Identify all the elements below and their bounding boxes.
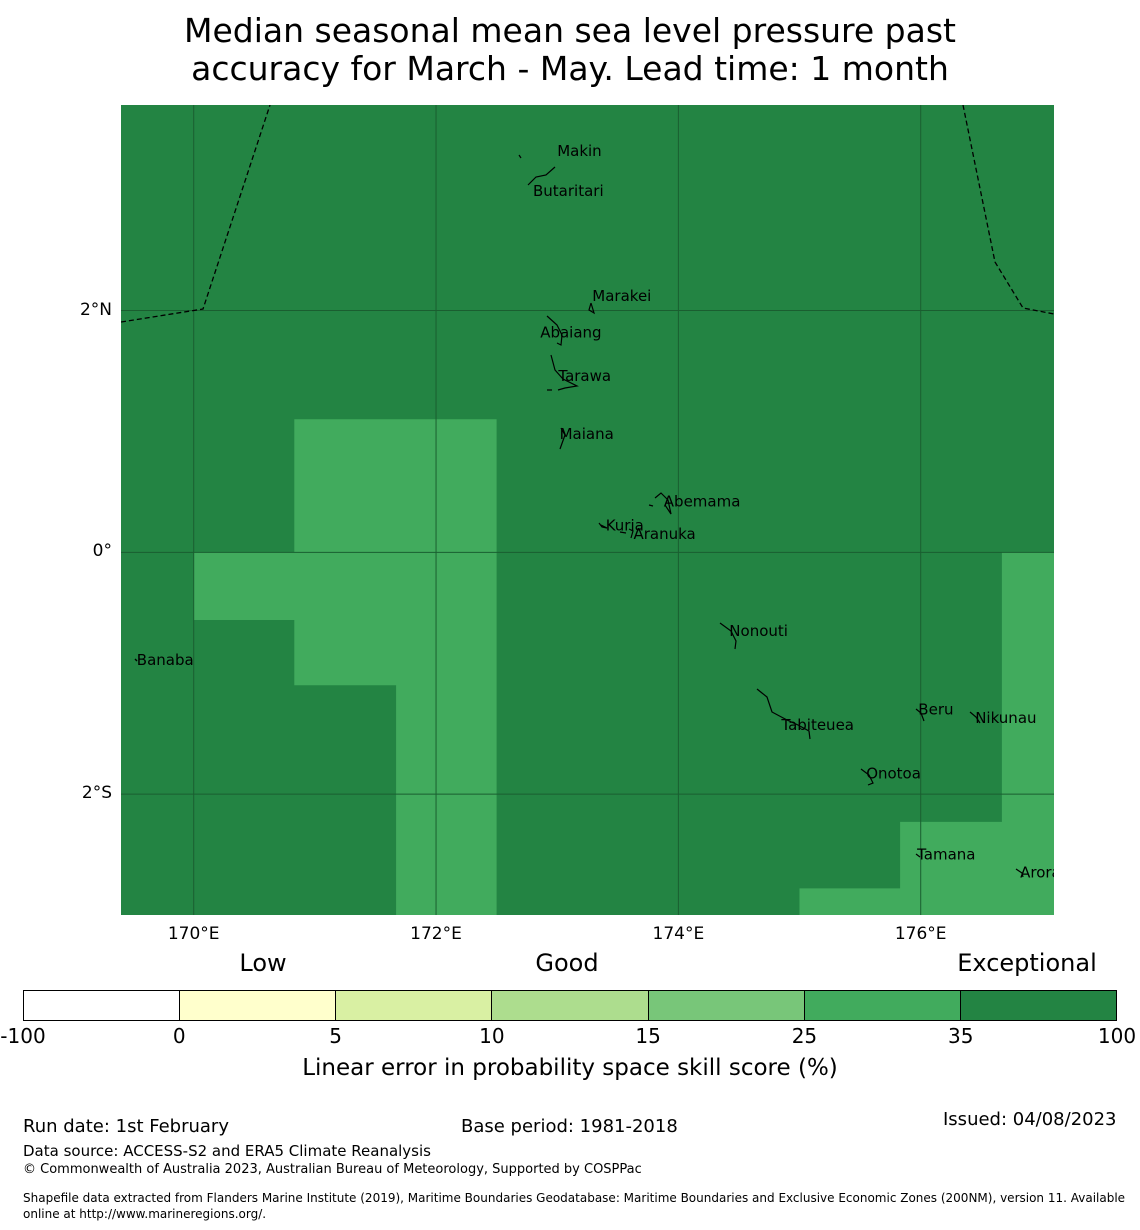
- island-kuria-outline: [598, 522, 608, 529]
- place-labels: Makin Butaritari Marakei Abaiang Tarawa Maian…: [137, 142, 1054, 882]
- island-abemama-outline: [654, 492, 672, 515]
- place-label-aranuka: Aranuka: [634, 525, 696, 543]
- place-label-nonouti: Nonouti: [729, 622, 788, 640]
- place-label-arorae: Arorae: [1020, 864, 1054, 882]
- base-period: Base period: 1981-2018: [461, 1116, 678, 1137]
- place-label-tamana: Tamana: [916, 846, 975, 864]
- place-label-onotoa: Onotoa: [866, 765, 921, 783]
- longitude-label: 176°E: [894, 924, 947, 944]
- legend-category-exceptional: Exceptional: [957, 949, 1097, 977]
- longitude-label: 172°E: [410, 924, 462, 944]
- colorbar-tick-label: 35: [947, 1024, 974, 1048]
- colorbar-label: Linear error in probability space skill …: [302, 1055, 838, 1081]
- colorbar-segment-6: [960, 991, 1116, 1020]
- place-label-marakei: Marakei: [592, 287, 651, 305]
- copyright: © Commonwealth of Australia 2023, Austra…: [23, 1162, 642, 1177]
- colorbar: [23, 990, 1117, 1021]
- place-label-butaritari: Butaritari: [533, 182, 604, 200]
- island-abaiang-outline: [546, 315, 563, 346]
- gridlines: [121, 105, 1054, 915]
- island-nikunau-outline: [969, 711, 981, 724]
- latitude-label: 0°: [92, 541, 112, 562]
- island-outlines: [134, 154, 1024, 878]
- island-abemama-islet: [648, 504, 654, 507]
- colorbar-segment-5: [804, 991, 961, 1020]
- place-label-maiana: Maiana: [560, 425, 614, 443]
- map-canvas: Makin Butaritari Marakei Abaiang Tarawa Maian…: [121, 105, 1054, 915]
- legend-category-low: Low: [239, 949, 287, 977]
- latitude-label: 2°S: [81, 783, 112, 804]
- map-title-line-1: Median seasonal mean sea level pressure …: [184, 11, 956, 50]
- colorbar-tick-label: 5: [329, 1024, 342, 1048]
- place-label-makin: Makin: [557, 142, 602, 160]
- colorbar-segment-1: [180, 991, 337, 1020]
- island-arorae-outline: [1015, 868, 1024, 878]
- colorbar-tick-label: 0: [172, 1024, 186, 1048]
- island-tarawa-outline: [550, 354, 579, 391]
- latitude-label: 2°N: [79, 299, 112, 320]
- skill-regions: [193, 419, 1054, 915]
- eez-boundary-west: [121, 105, 271, 323]
- island-banaba-outline: [134, 658, 138, 662]
- skill-score-map: Makin Butaritari Marakei Abaiang Tarawa Maian…: [121, 105, 1054, 915]
- island-makin-outline: [518, 154, 522, 159]
- place-label-nikunau: Nikunau: [975, 709, 1036, 727]
- colorbar-segment-0: [24, 991, 181, 1020]
- place-label-banaba: Banaba: [137, 651, 194, 669]
- colorbar-tick-label: 10: [479, 1024, 505, 1048]
- colorbar-segment-3: [492, 991, 649, 1020]
- run-date: Run date: 1st February: [23, 1116, 229, 1137]
- map-title-line-2: accuracy for March - May. Lead time: 1 m…: [191, 49, 949, 88]
- shapefile-credit-line-1: Shapefile data extracted from Flanders M…: [23, 1191, 1126, 1205]
- colorbar-segment-2: [336, 991, 493, 1020]
- legend-category-good: Good: [535, 949, 599, 977]
- maritime-boundaries: [121, 105, 1054, 323]
- colorbar-tick-label: 15: [635, 1024, 661, 1048]
- skill-region-25-35-1: [799, 552, 1054, 915]
- place-label-tabiteuea: Tabiteuea: [780, 716, 854, 734]
- island-marakei-outline: [588, 302, 596, 315]
- colorbar-tick-label: 25: [791, 1024, 818, 1048]
- data-source: Data source: ACCESS-S2 and ERA5 Climate …: [23, 1142, 431, 1160]
- island-nonouti-outline: [719, 622, 737, 650]
- skill-region-25-35-0: [193, 419, 497, 915]
- island-aranuka-outline: [619, 528, 634, 539]
- island-tabiteuea-outline: [756, 688, 811, 740]
- place-label-abemama: Abemama: [664, 493, 741, 511]
- island-maiana-outline: [559, 427, 566, 450]
- issued-date: Issued: 04/08/2023: [943, 1109, 1117, 1130]
- colorbar-tick-label: 100: [1097, 1024, 1137, 1048]
- colorbar-segment-4: [648, 991, 805, 1020]
- place-label-kuria: Kuria: [606, 517, 644, 535]
- island-tamana-outline: [915, 853, 921, 858]
- eez-boundary-east: [962, 105, 1054, 315]
- shapefile-credit-line-2: online at http://www.marineregions.org/.: [23, 1207, 267, 1221]
- background-region-exceptional: [121, 105, 1054, 915]
- longitude-label: 174°E: [652, 924, 705, 944]
- island-beru-outline: [915, 708, 925, 722]
- colorbar-tick-label: -100: [0, 1024, 46, 1048]
- place-label-abaiang: Abaiang: [540, 323, 601, 341]
- island-butaritari-outline: [527, 166, 556, 186]
- place-label-beru: Beru: [918, 701, 953, 719]
- island-onotoa-outline: [860, 768, 874, 786]
- longitude-label: 170°E: [167, 924, 220, 944]
- place-label-tarawa: Tarawa: [557, 367, 611, 385]
